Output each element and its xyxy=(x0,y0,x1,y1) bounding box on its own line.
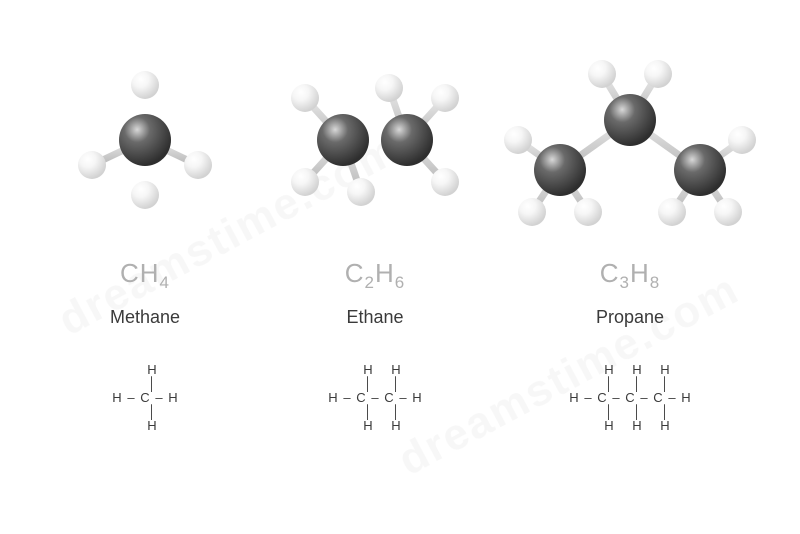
molecule-name: Propane xyxy=(596,307,664,328)
structural-row-bot-h: H xyxy=(110,418,180,432)
hydrogen-atom xyxy=(658,198,686,226)
carbon-atom xyxy=(317,114,369,166)
carbon-atom xyxy=(119,114,171,166)
structural-row-top-h: HH xyxy=(326,362,424,376)
structural-row-top-bond: │ xyxy=(110,376,180,390)
hydrogen-atom xyxy=(644,60,672,88)
molecule-name: Ethane xyxy=(346,307,403,328)
chemical-formula: C3H8 xyxy=(600,258,661,293)
hydrogen-atom xyxy=(131,71,159,99)
hydrogen-atom xyxy=(291,84,319,112)
structural-row-mid: H–C–C–C–H xyxy=(567,390,693,404)
carbon-atom xyxy=(674,144,726,196)
molecule-name: Methane xyxy=(110,307,180,328)
structural-row-top-h: H xyxy=(110,362,180,376)
structural-row-top-h: HHH xyxy=(567,362,693,376)
structural-row-top-bond: │││ xyxy=(567,376,693,390)
hydrogen-atom xyxy=(518,198,546,226)
structural-row-bot-bond: │ xyxy=(110,404,180,418)
structural-formula: HHH │││ H–C–C–C–H │││ HHH xyxy=(567,362,693,432)
hydrogen-atom xyxy=(375,74,403,102)
hydrogen-atom xyxy=(291,168,319,196)
hydrogen-atom xyxy=(78,151,106,179)
molecule-3d-ethane xyxy=(265,50,485,230)
carbon-atom xyxy=(534,144,586,196)
model-3d-container xyxy=(490,40,770,240)
hydrogen-atom xyxy=(347,178,375,206)
hydrogen-atom xyxy=(714,198,742,226)
structural-row-mid: H–C–C–H xyxy=(326,390,424,404)
panel-ethane: C2H6 Ethane HH ││ H–C–C–H ││ HH xyxy=(260,40,490,432)
hydrogen-atom xyxy=(574,198,602,226)
hydrogen-atom xyxy=(588,60,616,88)
molecule-3d-methane xyxy=(60,55,230,225)
molecule-3d-propane xyxy=(490,40,770,240)
structural-formula: HH ││ H–C–C–H ││ HH xyxy=(326,362,424,432)
model-3d-container xyxy=(60,40,230,240)
chemical-formula: CH4 xyxy=(120,258,170,293)
chemical-formula: C2H6 xyxy=(345,258,406,293)
carbon-atom xyxy=(604,94,656,146)
panel-propane: C3H8 Propane HHH │││ H–C–C–C–H │││ HHH xyxy=(490,40,770,432)
structural-row-bot-h: HH xyxy=(326,418,424,432)
model-3d-container xyxy=(265,40,485,240)
structural-row-top-bond: ││ xyxy=(326,376,424,390)
structural-row-bot-bond: │││ xyxy=(567,404,693,418)
hydrogen-atom xyxy=(728,126,756,154)
carbon-atom xyxy=(381,114,433,166)
panel-methane: CH4 Methane H │ H–C–H │ H xyxy=(30,40,260,432)
structural-row-bot-h: HHH xyxy=(567,418,693,432)
structural-row-bot-bond: ││ xyxy=(326,404,424,418)
hydrogen-atom xyxy=(504,126,532,154)
hydrogen-atom xyxy=(431,84,459,112)
structural-formula: H │ H–C–H │ H xyxy=(110,362,180,432)
structural-row-mid: H–C–H xyxy=(110,390,180,404)
hydrogen-atom xyxy=(184,151,212,179)
hydrogen-atom xyxy=(431,168,459,196)
hydrogen-atom xyxy=(131,181,159,209)
